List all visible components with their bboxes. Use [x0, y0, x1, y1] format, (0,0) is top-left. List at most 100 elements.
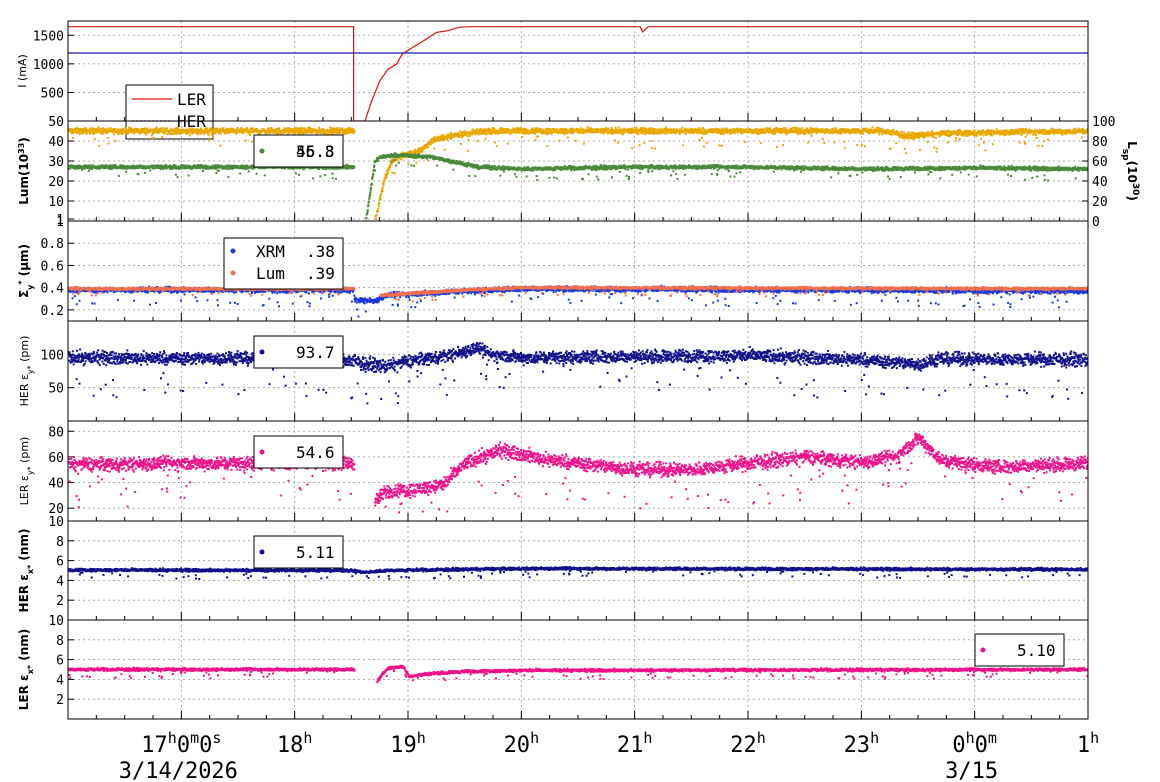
data-point [533, 130, 536, 133]
data-point [376, 210, 379, 213]
data-point [521, 131, 524, 134]
data-point [1034, 131, 1036, 134]
data-point [974, 133, 977, 136]
data-point [342, 132, 345, 135]
data-point [921, 134, 924, 137]
data-point [176, 176, 179, 179]
data-point [966, 134, 969, 137]
data-point [204, 131, 207, 134]
panel-lum: 11020304050020406080100Lsp(1030)Lum(1033… [17, 115, 1141, 230]
data-point [199, 167, 202, 170]
data-point [190, 131, 193, 134]
data-point [110, 165, 113, 167]
data-point [840, 132, 843, 135]
data-point [195, 129, 198, 132]
data-point [863, 129, 866, 132]
data-point [117, 133, 120, 135]
data-point [89, 164, 92, 167]
data-point [886, 132, 889, 135]
data-point [1038, 132, 1041, 135]
data-point [824, 131, 827, 134]
data-point [107, 142, 110, 145]
data-point [1026, 133, 1029, 136]
data-point [748, 127, 751, 130]
data-point [85, 132, 88, 135]
data-point [420, 151, 423, 154]
data-point [514, 131, 517, 134]
data-point [721, 127, 724, 130]
data-point [299, 129, 302, 132]
data-point [648, 127, 651, 130]
data-point [460, 142, 463, 145]
data-point [1073, 131, 1076, 134]
data-point [449, 135, 451, 138]
data-point [382, 184, 385, 187]
data-point [250, 131, 253, 134]
data-point [370, 182, 373, 185]
data-point [749, 131, 752, 134]
data-point [232, 128, 235, 131]
data-point [631, 128, 634, 130]
data-point [459, 132, 462, 135]
data-point [249, 134, 252, 137]
data-point [1081, 128, 1084, 131]
data-point [101, 166, 104, 169]
data-point [302, 133, 305, 136]
data-point [1003, 129, 1006, 132]
data-point [159, 168, 162, 171]
y-tick-label: 30 [48, 155, 64, 170]
data-point [638, 144, 641, 147]
data-point [902, 131, 905, 134]
data-point [138, 131, 141, 134]
data-point [544, 129, 547, 132]
data-point [890, 129, 893, 132]
data-point [131, 166, 134, 169]
data-point [417, 147, 420, 150]
data-point [808, 129, 811, 132]
data-point [926, 140, 929, 143]
data-point [982, 130, 985, 133]
data-point [613, 131, 616, 134]
data-point [69, 129, 72, 132]
data-point [566, 136, 569, 139]
data-point [982, 134, 985, 137]
data-point [308, 128, 310, 131]
data-point [483, 128, 486, 131]
data-point [986, 132, 989, 135]
data-point [484, 130, 487, 133]
data-point [384, 156, 387, 159]
data-point [988, 130, 991, 133]
data-point [344, 167, 347, 170]
data-point [991, 143, 994, 146]
data-point [206, 128, 209, 131]
data-point [493, 131, 496, 134]
data-point [1032, 133, 1035, 136]
data-point [250, 127, 253, 130]
data-point [895, 142, 898, 144]
data-point [203, 164, 206, 167]
data-point [918, 132, 920, 134]
data-point [470, 130, 473, 133]
data-point [1022, 128, 1025, 130]
data-point [902, 133, 905, 136]
data-point [888, 130, 891, 133]
data-point [109, 127, 112, 130]
data-point [1085, 131, 1088, 133]
data-point [233, 129, 236, 132]
data-point [107, 165, 110, 168]
data-point [469, 134, 471, 137]
data-point [330, 132, 333, 135]
data-point [555, 128, 558, 131]
data-point [643, 133, 646, 136]
data-point [503, 128, 505, 130]
data-point [664, 128, 667, 130]
data-point [75, 130, 77, 132]
data-point [990, 134, 993, 137]
data-point [1003, 132, 1005, 135]
data-point [534, 138, 537, 141]
data-point [353, 131, 356, 133]
data-point [652, 127, 655, 130]
data-point [548, 127, 551, 130]
data-point [875, 128, 878, 131]
data-point [973, 129, 976, 132]
